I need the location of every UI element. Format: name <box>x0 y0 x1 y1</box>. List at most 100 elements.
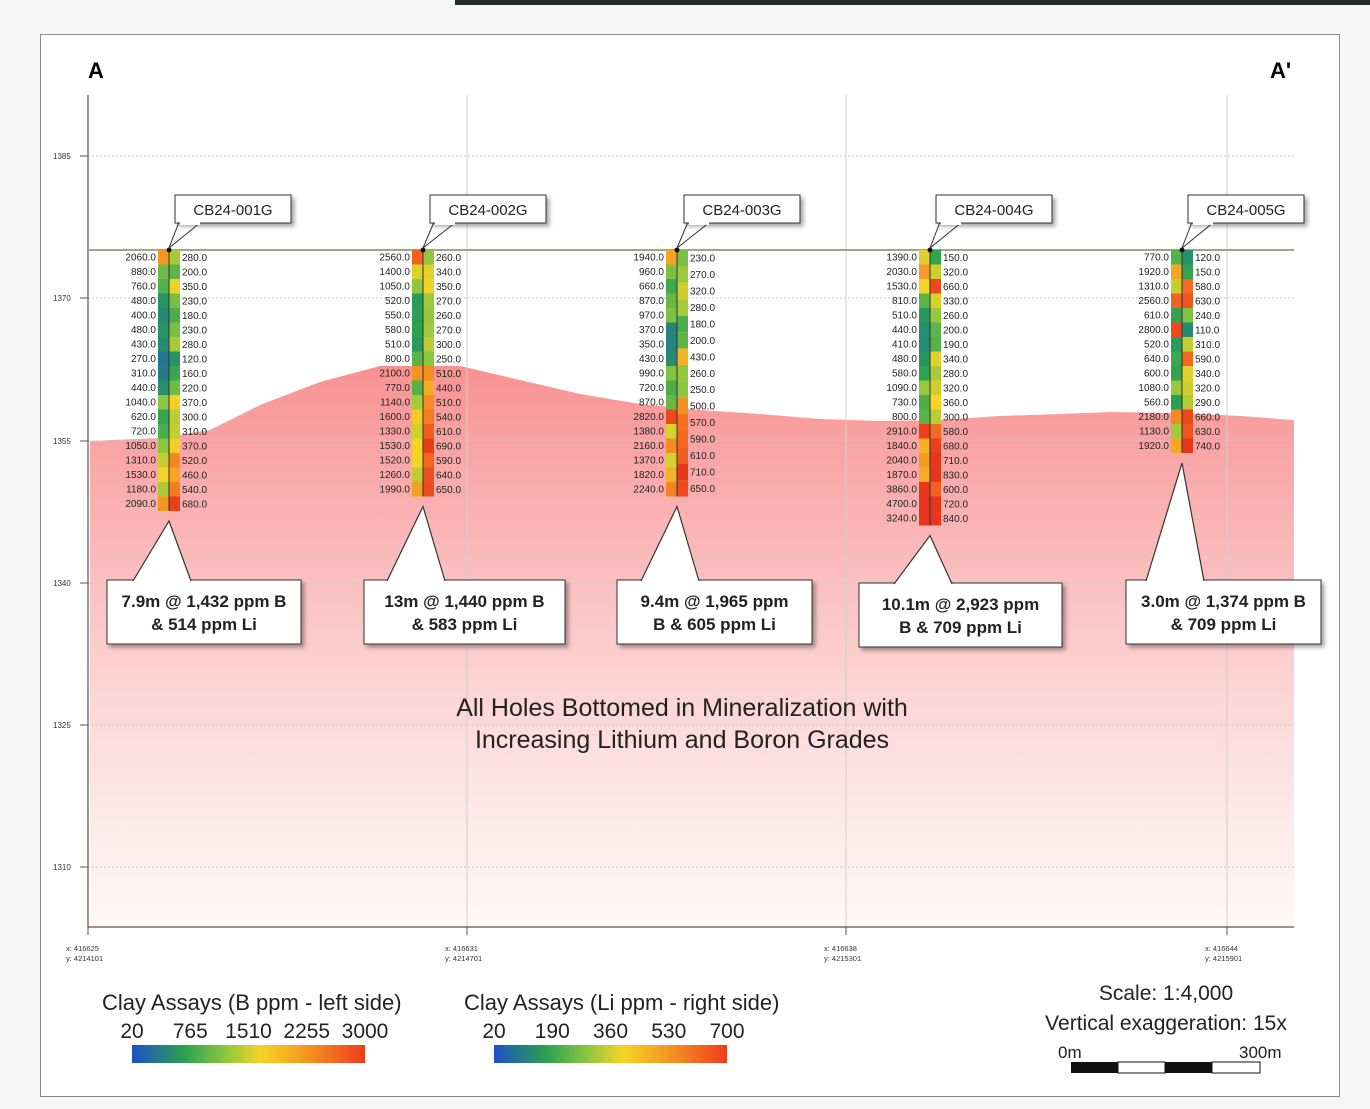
coord-x-label: x: 416644 <box>1205 944 1238 953</box>
lithium-legend-title: Clay Assays (Li ppm - right side) <box>464 990 779 1015</box>
intercept-callout: 13m @ 1,440 ppm B & 583 ppm Li <box>363 504 566 645</box>
boron-interval <box>158 395 169 410</box>
lithium-legend: Clay Assays (Li ppm - right side) 20 190 3… <box>464 990 779 1063</box>
boron-interval <box>158 337 169 352</box>
lithium-value: 190.0 <box>943 340 968 351</box>
boron-value: 350.0 <box>639 340 664 351</box>
coord-x-label: x: 416625 <box>66 944 99 953</box>
legend-tick-label: 700 <box>709 1020 744 1043</box>
lithium-value: 250.0 <box>690 385 715 396</box>
lithium-value: 200.0 <box>943 325 968 336</box>
boron-interval <box>919 250 930 265</box>
lithium-interval <box>677 250 688 267</box>
lithium-value: 260.0 <box>943 311 968 322</box>
lithium-value: 250.0 <box>436 354 461 365</box>
axes: 1385 1370 1355 1340 1325 1310 <box>53 95 1294 935</box>
hole-id-text: CB24-001G <box>193 202 272 219</box>
boron-value: 2560.0 <box>1138 296 1169 307</box>
boron-value: 1940.0 <box>633 253 664 264</box>
lithium-value: 630.0 <box>1195 296 1220 307</box>
boron-value: 770.0 <box>1144 253 1169 264</box>
intercept-callout: 9.4m @ 1,965 ppm B & 605 ppm Li <box>616 504 813 645</box>
boron-interval <box>412 395 423 410</box>
drill-hole-cb24-002g: 2560.0 1400.0 1050.0 520.0 550.0 580.0 510.0 80… <box>363 194 566 645</box>
boron-value: 520.0 <box>385 296 410 307</box>
lithium-interval <box>930 380 941 395</box>
lithium-interval <box>1182 293 1193 308</box>
boron-interval <box>158 322 169 337</box>
boron-interval <box>666 264 677 279</box>
boron-value: 640.0 <box>1144 354 1169 365</box>
lithium-value: 350.0 <box>182 282 207 293</box>
hole-id-text: CB24-005G <box>1206 202 1285 219</box>
elevation-label: 1340 <box>53 579 71 588</box>
lithium-value: 280.0 <box>182 340 207 351</box>
lithium-value: 110.0 <box>1195 325 1220 336</box>
boron-value: 480.0 <box>131 296 156 307</box>
callout-line-2: B & 605 ppm Li <box>653 615 776 634</box>
boron-value: 2030.0 <box>886 267 917 278</box>
lithium-interval <box>423 395 434 410</box>
boron-interval <box>158 424 169 439</box>
boron-interval <box>412 337 423 352</box>
lithium-interval <box>677 480 688 497</box>
lithium-interval <box>1182 424 1193 439</box>
lithium-interval <box>169 409 180 424</box>
lithium-value: 300.0 <box>436 340 461 351</box>
lithium-interval <box>1182 351 1193 366</box>
boron-value: 1370.0 <box>633 456 664 467</box>
lithium-interval <box>677 463 688 481</box>
legend-tick-label: 20 <box>120 1020 143 1043</box>
boron-value: 2240.0 <box>633 485 664 496</box>
lithium-value: 590.0 <box>1195 354 1220 365</box>
lithium-interval <box>169 279 180 294</box>
boron-value: 760.0 <box>131 282 156 293</box>
elevation-label: 1385 <box>53 152 71 161</box>
boron-interval <box>666 366 677 381</box>
boron-interval <box>666 322 677 337</box>
boron-interval <box>1171 322 1182 337</box>
boron-value: 580.0 <box>892 369 917 380</box>
lithium-value: 580.0 <box>1195 282 1220 293</box>
boron-interval <box>919 511 930 526</box>
boron-value: 1260.0 <box>379 470 410 481</box>
boron-interval <box>412 279 423 294</box>
boron-interval <box>412 438 423 453</box>
boron-value: 510.0 <box>385 340 410 351</box>
lithium-interval <box>423 293 434 308</box>
boron-interval <box>412 322 423 337</box>
lithium-value: 680.0 <box>182 499 207 510</box>
lithium-value: 570.0 <box>690 418 715 429</box>
lithium-interval <box>930 395 941 410</box>
lithium-interval <box>1182 380 1193 395</box>
lithium-value: 360.0 <box>943 398 968 409</box>
coord-x-label: x: 416631 <box>445 944 478 953</box>
lithium-interval <box>677 266 688 283</box>
lithium-value: 230.0 <box>182 325 207 336</box>
lithium-interval <box>169 366 180 381</box>
boron-value: 1920.0 <box>1138 267 1169 278</box>
callout-line-1: 3.0m @ 1,374 ppm B <box>1141 592 1306 611</box>
section-end-label: A' <box>1270 58 1291 83</box>
boron-interval <box>158 264 169 279</box>
boron-interval <box>666 308 677 323</box>
lithium-interval <box>423 482 434 497</box>
lithium-legend-ticks: 20 190 360 530 700 <box>482 1020 744 1043</box>
boron-value: 620.0 <box>131 412 156 423</box>
vertical-exaggeration-text: Vertical exaggeration: 15x <box>1045 1012 1287 1035</box>
scale-text: Scale: 1:4,000 <box>1099 982 1233 1005</box>
boron-interval <box>412 409 423 424</box>
boron-value: 1140.0 <box>380 398 410 409</box>
boron-interval <box>919 467 930 482</box>
boron-value: 1530.0 <box>379 441 410 452</box>
lithium-value: 330.0 <box>943 296 968 307</box>
boron-interval <box>412 293 423 308</box>
lithium-interval <box>930 482 941 497</box>
boron-value: 1330.0 <box>379 427 410 438</box>
boron-value: 1090.0 <box>886 383 917 394</box>
lithium-interval <box>169 380 180 395</box>
lithium-interval <box>930 496 941 511</box>
boron-interval <box>1171 279 1182 294</box>
lithium-value: 180.0 <box>182 311 207 322</box>
